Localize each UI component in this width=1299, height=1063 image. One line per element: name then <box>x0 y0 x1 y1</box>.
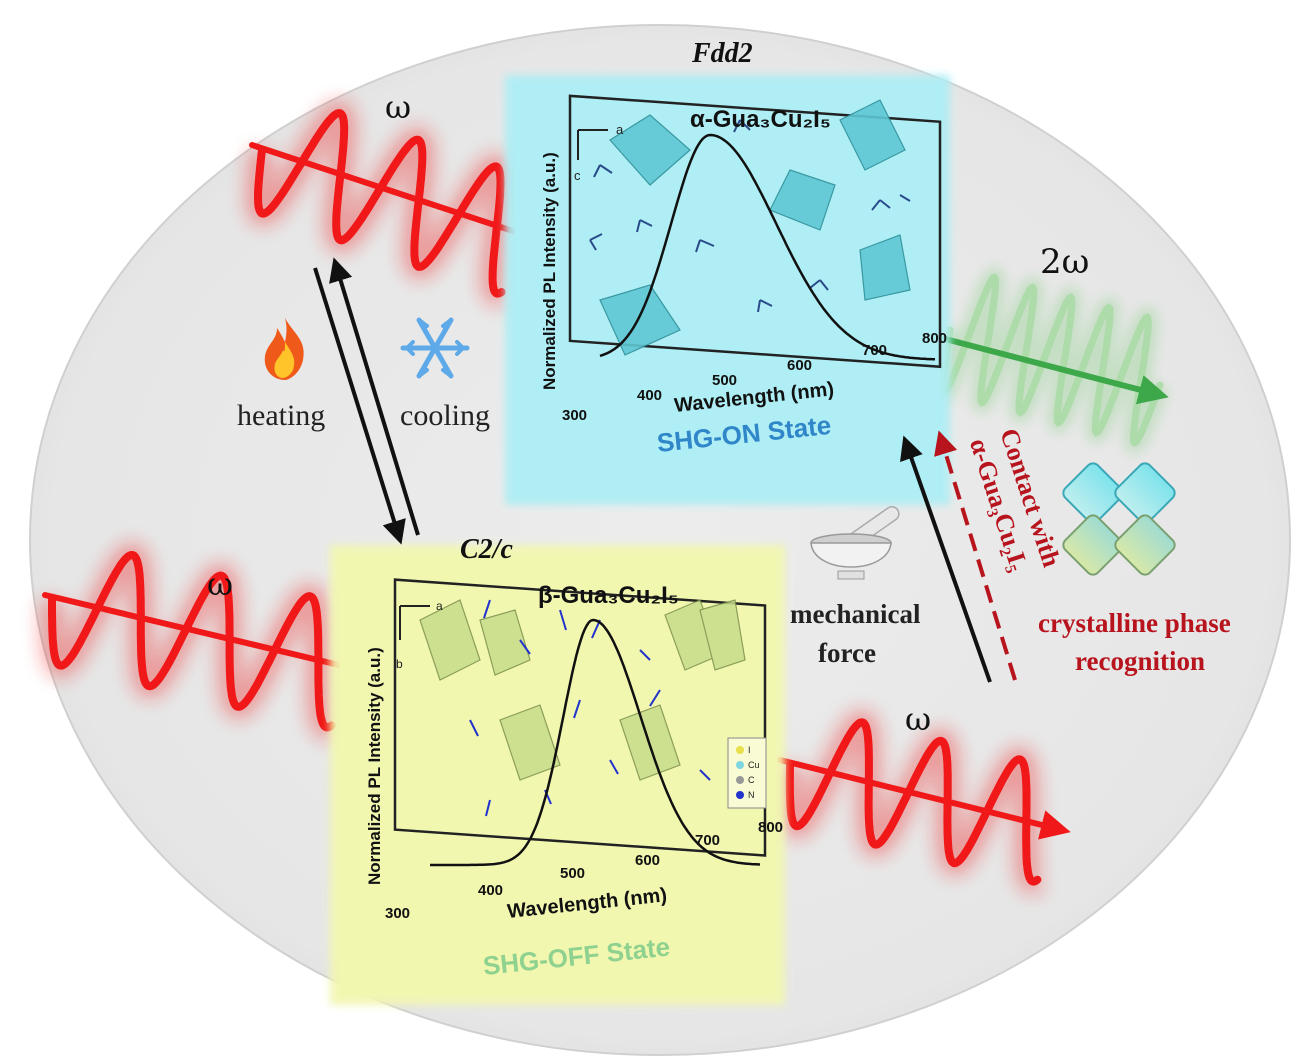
bottom-panel: a b I Cu C N β-Gua₃Cu₂I₅ Normalized PL I… <box>330 534 785 1005</box>
top-crystal-structure <box>599 99 911 356</box>
top-xtick: 800 <box>922 330 947 347</box>
top-pl-curve <box>599 133 936 361</box>
bottom-axis-arrows <box>399 605 430 640</box>
shg-wave-green <box>927 265 1170 455</box>
bottom-molecules <box>469 599 711 817</box>
mechanical-force-label-1: mechanical <box>790 599 921 629</box>
bottom-space-group: C2/c <box>460 534 513 565</box>
phase-transition-arrows <box>313 257 420 545</box>
recognition-label-1: crystalline phase <box>1038 608 1231 638</box>
top-axis-c-label: c <box>574 168 581 183</box>
bottom-xtick: 800 <box>758 819 783 836</box>
laser-wave-bottom-right <box>776 709 1071 895</box>
top-molecules <box>589 119 911 313</box>
top-axis-arrows <box>577 129 608 160</box>
legend-entry: C <box>748 775 755 785</box>
legend-entry: I <box>748 745 751 755</box>
top-plot-frame <box>568 94 942 369</box>
omega-label-left: ω <box>207 565 233 603</box>
bottom-plot-frame <box>393 578 767 857</box>
top-axis-a-label: a <box>616 122 624 137</box>
heating-label: heating <box>237 399 325 432</box>
top-space-group: Fdd2 <box>691 38 753 69</box>
bottom-xtick: 400 <box>478 882 503 899</box>
laser-wave-left <box>39 541 363 741</box>
bottom-pl-curve <box>430 618 761 867</box>
recognition-label-2: recognition <box>1075 646 1205 676</box>
laser-wave-top-left <box>244 99 543 307</box>
top-compound-label: α-Gua₃Cu₂I₅ <box>690 106 831 133</box>
contact-arrow <box>934 430 1017 681</box>
legend-entry: N <box>748 790 755 800</box>
crystal-cluster-icon <box>1062 462 1176 576</box>
mortar-pestle-icon <box>810 506 900 580</box>
bottom-xtick: 600 <box>635 852 660 869</box>
bottom-compound-label: β-Gua₃Cu₂I₅ <box>538 582 679 609</box>
top-xticks: 300 400 500 600 700 800 <box>562 330 947 424</box>
omega-label-top: ω <box>385 88 411 126</box>
bottom-xtick: 300 <box>385 905 410 922</box>
bottom-xtick: 700 <box>695 832 720 849</box>
top-ylabel: Normalized PL Intensity (a.u.) <box>540 152 559 390</box>
top-xtick: 700 <box>862 342 887 359</box>
flame-icon <box>264 318 304 380</box>
snowflake-icon <box>400 317 470 379</box>
legend-entry: Cu <box>748 760 760 770</box>
cooling-label: cooling <box>400 399 490 432</box>
mechanical-force-arrow <box>900 435 992 683</box>
bottom-axis-a-label: a <box>436 599 443 613</box>
top-xtick: 400 <box>637 387 662 404</box>
two-omega-label: 2ω <box>1040 242 1089 282</box>
mechanical-force-label-2: force <box>818 638 876 668</box>
bottom-axis-b-label: b <box>396 657 403 671</box>
top-xtick: 600 <box>787 357 812 374</box>
omega-label-bottom-right: ω <box>905 700 931 738</box>
bottom-ylabel: Normalized PL Intensity (a.u.) <box>365 647 384 885</box>
bottom-xticks: 300 400 500 600 700 800 <box>385 819 783 922</box>
top-xtick: 300 <box>562 407 587 424</box>
top-panel: a c α-Gua₃Cu₂I₅ Normalized PL Intensity … <box>505 38 950 505</box>
bottom-atom-legend: I Cu C N <box>727 737 767 809</box>
bottom-xtick: 500 <box>560 865 585 882</box>
top-xtick: 500 <box>712 372 737 389</box>
